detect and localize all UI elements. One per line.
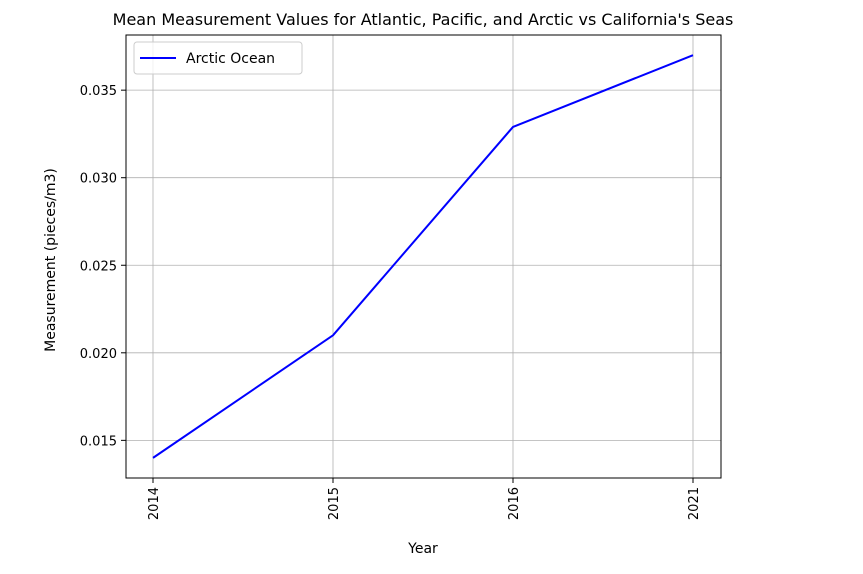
x-tick-label: 2016 xyxy=(507,487,522,520)
y-tick-label: 0.030 xyxy=(80,172,117,187)
plot-frame xyxy=(125,34,722,479)
axis-ticks: 0.015 0.020 0.025 0.030 0.035 2014 2015 2016 202… xyxy=(80,84,702,520)
legend-box xyxy=(133,41,303,75)
y-tick-label: 0.025 xyxy=(80,259,117,274)
y-tick-label: 0.035 xyxy=(80,84,117,99)
x-tick-label: 2014 xyxy=(147,487,162,520)
legend-label-arctic-ocean: Arctic Ocean xyxy=(186,51,275,67)
legend: Arctic Ocean xyxy=(133,41,303,75)
chart-title: Mean Measurement Values for Atlantic, Pa… xyxy=(113,10,734,29)
x-tick-label: 2021 xyxy=(687,487,702,520)
y-tick-label: 0.020 xyxy=(80,347,117,362)
x-axis-label: Year xyxy=(407,541,438,557)
series-layer xyxy=(152,54,694,459)
series-line-arctic-ocean xyxy=(152,54,694,459)
grid-lines xyxy=(126,35,721,478)
y-axis-label: Measurement (pieces/m3) xyxy=(43,168,59,352)
y-tick-label: 0.015 xyxy=(80,434,117,449)
x-tick-label: 2015 xyxy=(327,487,342,520)
